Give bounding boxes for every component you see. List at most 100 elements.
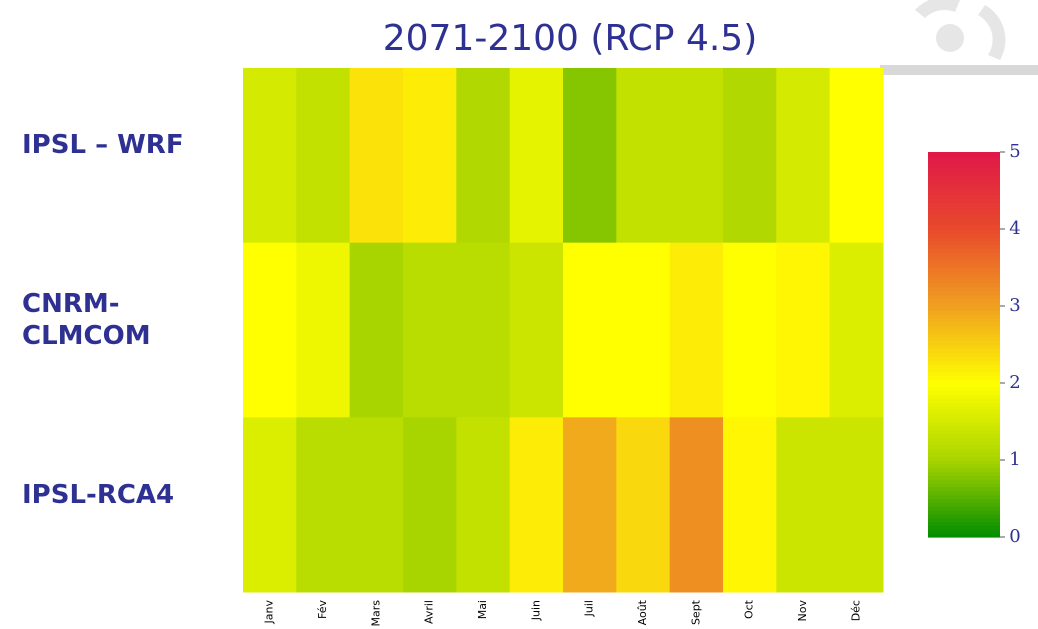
- colorbar-segment: [928, 475, 1000, 479]
- colorbar-segment: [928, 283, 1000, 287]
- row-label: IPSL-RCA4: [22, 479, 174, 511]
- x-tick-label: Mai: [476, 600, 489, 619]
- heatmap-cell: [510, 243, 564, 418]
- colorbar-segment: [928, 472, 1000, 476]
- colorbar-segment: [928, 360, 1000, 364]
- colorbar-tick-label: 0: [1009, 526, 1020, 547]
- colorbar-segment: [928, 318, 1000, 322]
- heatmap-cell: [403, 417, 457, 592]
- colorbar-segment: [928, 506, 1000, 510]
- colorbar-segment: [928, 525, 1000, 529]
- colorbar-segment: [928, 383, 1000, 387]
- colorbar-segment: [928, 445, 1000, 449]
- colorbar-tick-label: 2: [1009, 372, 1020, 393]
- heatmap-cell: [670, 68, 724, 243]
- x-tick-label: Janv: [263, 600, 276, 625]
- heatmap-cell: [776, 243, 830, 418]
- colorbar-segment: [928, 275, 1000, 279]
- heatmap-cell: [616, 68, 670, 243]
- colorbar-segment: [928, 321, 1000, 325]
- x-tick-label: Août: [636, 599, 649, 625]
- colorbar-segment: [928, 152, 1000, 156]
- colorbar-segment: [928, 406, 1000, 410]
- colorbar-segment: [928, 441, 1000, 445]
- colorbar-segment: [928, 348, 1000, 352]
- colorbar-segment: [928, 298, 1000, 302]
- colorbar-segment: [928, 345, 1000, 349]
- colorbar-segment: [928, 287, 1000, 291]
- x-tick-label: Mars: [369, 600, 382, 627]
- colorbar-segment: [928, 487, 1000, 491]
- colorbar-segment: [928, 160, 1000, 164]
- colorbar-segment: [928, 214, 1000, 218]
- heatmap-cell: [723, 68, 777, 243]
- colorbar-segment: [928, 352, 1000, 356]
- colorbar-segment: [928, 248, 1000, 252]
- colorbar-segment: [928, 225, 1000, 229]
- colorbar-segment: [928, 241, 1000, 245]
- heatmap-cell: [723, 243, 777, 418]
- colorbar-segment: [928, 191, 1000, 195]
- heatmap-cell: [243, 243, 297, 418]
- colorbar-tick-label: 1: [1009, 449, 1020, 470]
- colorbar-segment: [928, 514, 1000, 518]
- colorbar-segment: [928, 306, 1000, 310]
- colorbar-segment: [928, 237, 1000, 241]
- heatmap-cell: [776, 417, 830, 592]
- colorbar-segment: [928, 483, 1000, 487]
- colorbar-segment: [928, 229, 1000, 233]
- colorbar-segment: [928, 518, 1000, 522]
- heatmap-cell: [350, 243, 404, 418]
- colorbar-segment: [928, 187, 1000, 191]
- colorbar-segment: [928, 175, 1000, 179]
- x-tick-label: Juin: [529, 600, 542, 621]
- colorbar-segment: [928, 271, 1000, 275]
- heatmap-cell: [403, 243, 457, 418]
- x-tick-label: Oct: [743, 599, 756, 619]
- colorbar-segment: [928, 502, 1000, 506]
- colorbar-segment: [928, 452, 1000, 456]
- heatmap-cell: [350, 68, 404, 243]
- colorbar-segment: [928, 387, 1000, 391]
- heatmap-cell: [456, 68, 510, 243]
- heatmap-cell: [296, 68, 350, 243]
- colorbar-segment: [928, 337, 1000, 341]
- colorbar-segment: [928, 167, 1000, 171]
- heatmap-cell: [296, 417, 350, 592]
- colorbar-segment: [928, 414, 1000, 418]
- heatmap-cell: [243, 417, 297, 592]
- colorbar-segment: [928, 433, 1000, 437]
- colorbar-tick-label: 4: [1009, 218, 1020, 239]
- colorbar-segment: [928, 156, 1000, 160]
- colorbar-segment: [928, 268, 1000, 272]
- colorbar-segment: [928, 491, 1000, 495]
- colorbar-segment: [928, 341, 1000, 345]
- colorbar-segment: [928, 202, 1000, 206]
- colorbar-segment: [928, 510, 1000, 514]
- colorbar-segment: [928, 368, 1000, 372]
- colorbar-segment: [928, 252, 1000, 256]
- colorbar-segment: [928, 194, 1000, 198]
- colorbar-segment: [928, 356, 1000, 360]
- heatmap-cell: [350, 417, 404, 592]
- colorbar-segment: [928, 314, 1000, 318]
- colorbar-segment: [928, 329, 1000, 333]
- colorbar-segment: [928, 183, 1000, 187]
- heatmap-cell: [616, 243, 670, 418]
- heatmap-cell: [456, 417, 510, 592]
- colorbar-segment: [928, 244, 1000, 248]
- colorbar-segment: [928, 217, 1000, 221]
- colorbar-segment: [928, 375, 1000, 379]
- heatmap-cell: [670, 417, 724, 592]
- x-tick-label: Nov: [796, 600, 809, 622]
- page: 2071-2100 (RCP 4.5) JanvFévMarsAvrilMaiJ…: [0, 0, 1038, 629]
- colorbar-segment: [928, 522, 1000, 526]
- colorbar-segment: [928, 210, 1000, 214]
- colorbar-segment: [928, 479, 1000, 483]
- colorbar-segment: [928, 379, 1000, 383]
- colorbar-segment: [928, 294, 1000, 298]
- colorbar-segment: [928, 529, 1000, 533]
- x-tick-label: Avril: [423, 600, 436, 624]
- colorbar-segment: [928, 371, 1000, 375]
- colorbar-segment: [928, 264, 1000, 268]
